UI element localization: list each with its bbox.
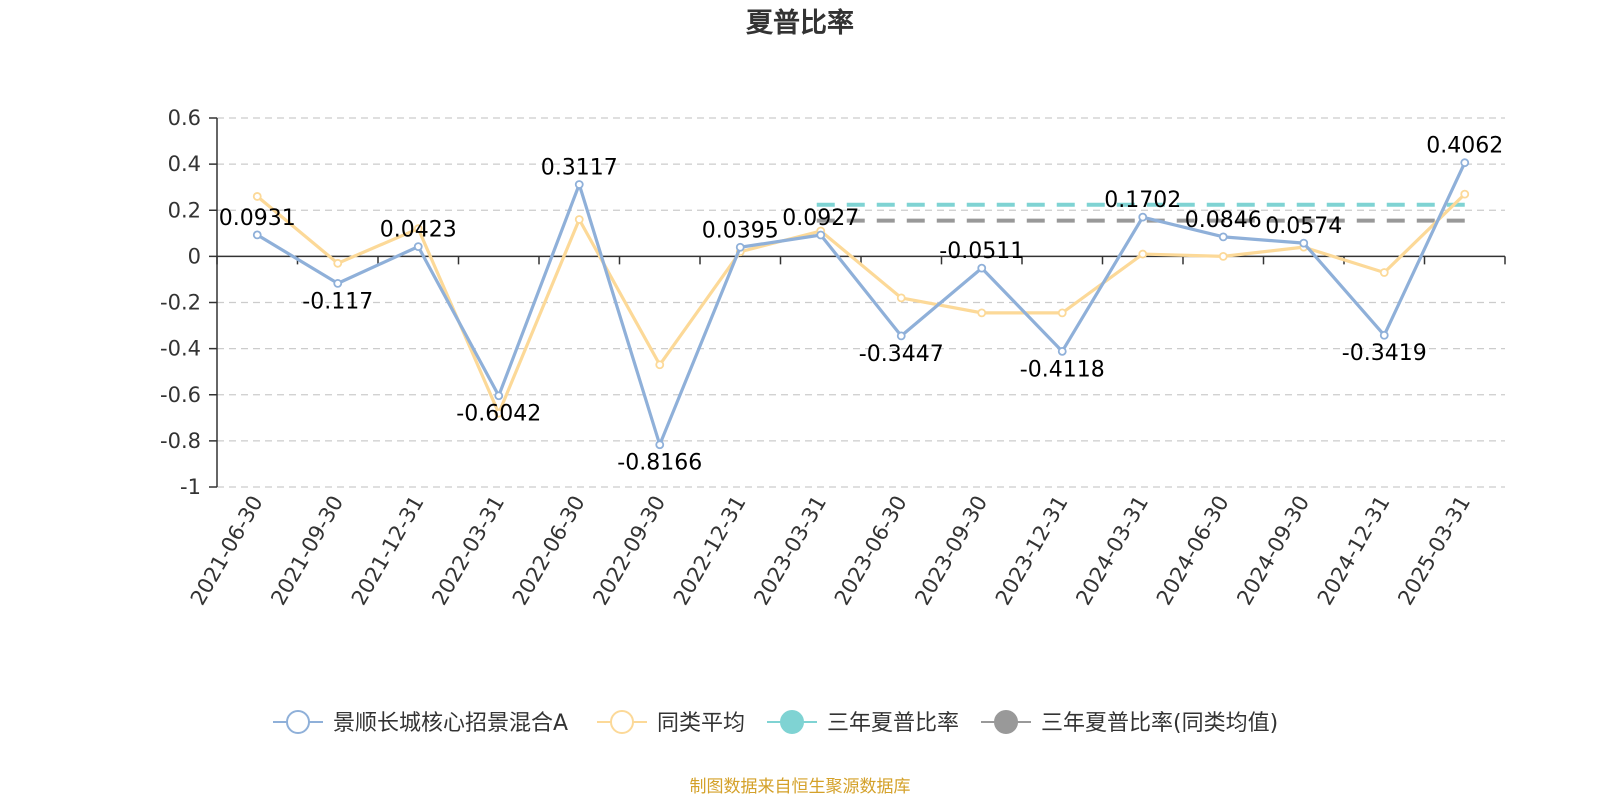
series-point — [413, 242, 423, 252]
series-point — [1218, 251, 1228, 261]
x-tick-label: 2023-06-30 — [830, 492, 912, 610]
x-tick-label: 2021-12-31 — [347, 492, 429, 610]
x-tick-label: 2022-06-30 — [508, 492, 590, 610]
legend-marker-filled — [780, 710, 804, 734]
series-point — [1379, 268, 1389, 277]
x-tick-label: 2022-03-31 — [427, 492, 509, 610]
data-label: -0.3447 — [859, 342, 944, 367]
reference-lines — [816, 202, 1467, 223]
data-label: 0.0846 — [1185, 208, 1262, 233]
legend-marker — [610, 710, 634, 734]
x-tick-label: 2022-09-30 — [588, 492, 670, 610]
data-label: 0.3117 — [541, 155, 618, 180]
series-point — [735, 242, 745, 252]
series-point — [655, 360, 665, 370]
series-point — [1138, 212, 1148, 222]
data-label: -0.4118 — [1020, 357, 1105, 382]
chart-title: 夏普比率 — [746, 7, 854, 39]
data-label: 0.1702 — [1104, 188, 1181, 213]
data-label: 0.0574 — [1265, 214, 1342, 239]
legend[interactable]: 景顺长城核心招景混合A 同类平均 三年夏普比率 三年夏普比率(同类均值) — [273, 710, 1278, 736]
y-tick-label: 0.6 — [168, 106, 201, 130]
legend-item[interactable]: 景顺长城核心招景混合A — [273, 710, 568, 736]
y-tick-label: 0.4 — [168, 152, 201, 176]
series-layer — [252, 158, 1470, 450]
x-tick-label: 2025-03-31 — [1393, 492, 1475, 610]
x-tick-label: 2024-06-30 — [1152, 492, 1234, 610]
series-line — [256, 162, 1467, 447]
legend-label: 三年夏普比率(同类均值) — [1041, 711, 1278, 736]
series-point — [655, 440, 665, 450]
x-tick-label: 2024-12-31 — [1313, 492, 1395, 610]
series-point — [494, 408, 504, 418]
legend-item[interactable]: 同类平均 — [597, 710, 745, 736]
series-point — [252, 192, 262, 201]
series-point — [1460, 189, 1470, 199]
series-point — [494, 391, 504, 401]
data-labels: 0.0931 -0.117 0.0423 -0.6042 0.3117 -0.8166 0.… — [219, 134, 1503, 476]
y-tick-label: -0.6 — [160, 383, 201, 407]
series-point — [1138, 249, 1148, 259]
series-point — [896, 331, 906, 341]
legend-label: 同类平均 — [657, 711, 745, 736]
series-point — [896, 293, 906, 303]
data-label: 0.0931 — [219, 206, 296, 231]
y-tick-label: -0.8 — [160, 429, 201, 453]
series-point — [1218, 232, 1228, 242]
series-point — [574, 215, 584, 224]
data-label: 0.0395 — [702, 218, 779, 243]
series-point — [1299, 238, 1309, 248]
x-tick-label: 2022-12-31 — [669, 492, 751, 610]
data-label: 0.4062 — [1426, 134, 1503, 159]
y-tick-label: 0.2 — [168, 198, 201, 222]
data-label: 0.0927 — [782, 206, 859, 231]
data-label: 0.0423 — [380, 218, 457, 243]
legend-label: 景顺长城核心招景混合A — [333, 711, 568, 736]
data-label: -0.8166 — [617, 451, 702, 476]
legend-label: 三年夏普比率 — [827, 711, 959, 736]
x-tick-label: 2023-09-30 — [910, 492, 992, 610]
source-note: 制图数据来自恒生聚源数据库 — [690, 777, 911, 797]
data-label: -0.117 — [302, 289, 373, 314]
legend-marker — [286, 710, 310, 734]
series-point — [977, 263, 987, 273]
x-tick-label: 2024-03-31 — [1071, 492, 1153, 610]
x-tick-label: 2024-09-30 — [1232, 492, 1314, 610]
legend-marker-filled — [994, 710, 1018, 734]
series-point — [252, 230, 262, 240]
x-tick-label: 2023-12-31 — [991, 492, 1073, 610]
grid-layer — [217, 117, 1505, 488]
data-label: -0.3419 — [1342, 341, 1427, 366]
data-label: -0.6042 — [456, 402, 541, 427]
series-point — [977, 308, 987, 318]
data-label: -0.0511 — [939, 239, 1024, 264]
series-point — [1379, 330, 1389, 340]
series-point — [413, 224, 423, 234]
series-point — [333, 258, 343, 268]
y-tick-label: 0 — [188, 244, 201, 268]
legend-item[interactable]: 三年夏普比率(同类均值) — [981, 710, 1278, 736]
x-tick-label: 2021-09-30 — [266, 492, 348, 610]
y-tick-label: -1 — [180, 475, 201, 499]
series-point — [1460, 158, 1470, 168]
x-tick-label: 2023-03-31 — [749, 492, 831, 610]
y-tick-label: -0.4 — [160, 337, 201, 361]
y-tick-label: -0.2 — [160, 291, 201, 315]
x-tick-label: 2021-06-30 — [186, 492, 268, 610]
series-point — [574, 180, 584, 189]
legend-item[interactable]: 三年夏普比率 — [767, 710, 959, 736]
series-point — [333, 278, 343, 288]
axes: 0.60.40.20-0.2-0.4-0.6-0.8-12021-06-3020… — [160, 106, 1506, 610]
series-point — [816, 230, 826, 240]
series-point — [1057, 346, 1067, 356]
series-point — [1057, 308, 1067, 318]
